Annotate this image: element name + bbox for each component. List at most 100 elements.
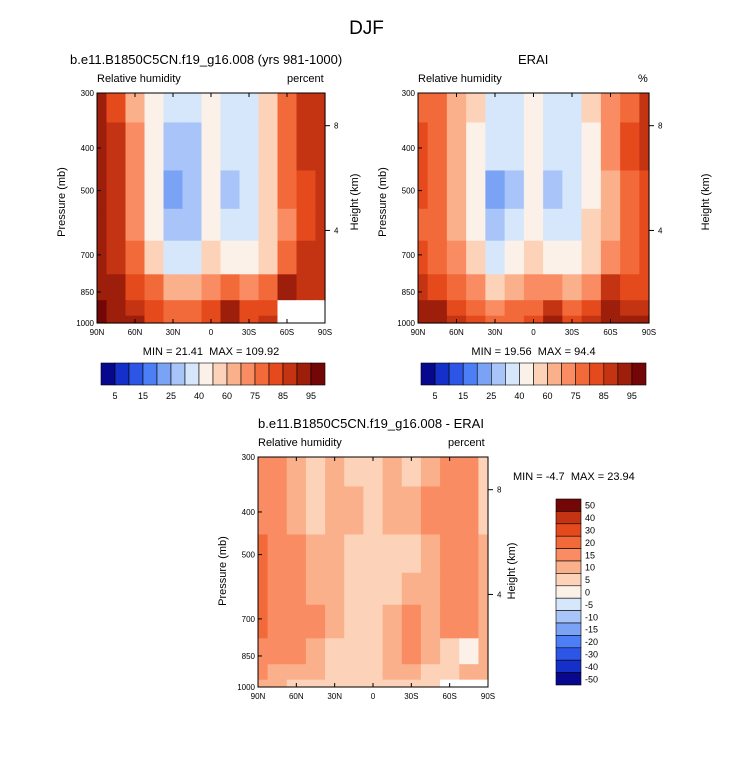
panel2-cell (427, 315, 448, 324)
panel3-ytick-label: 850 (242, 652, 256, 661)
panel1-ytick-right-label: 4 (334, 226, 339, 235)
panel3-cell (440, 486, 460, 536)
panel2-ytick-right-label: 8 (658, 122, 663, 131)
panel3-cell (363, 664, 384, 681)
panel3-colorbar-label: -10 (585, 612, 598, 622)
panel2-cell (504, 240, 525, 275)
panel1-cell (106, 300, 127, 317)
panel2-cell (600, 240, 621, 275)
panel2-cell (600, 274, 621, 301)
panel2-cell (620, 170, 640, 210)
panel1-cell (201, 240, 222, 275)
panel2-colorbar-swatch (533, 362, 548, 386)
panel3-min-label: MIN = (513, 471, 543, 483)
panel3-cell (267, 486, 288, 536)
panel2-cell (543, 170, 563, 210)
panel2-cell (581, 274, 602, 301)
panel1-cell (296, 208, 317, 242)
panel1-cell (163, 240, 184, 275)
panel2-cell (581, 122, 602, 172)
panel1-cell (97, 300, 108, 317)
panel3-colorbar-label: 40 (585, 513, 595, 523)
panel2-cell (600, 93, 621, 124)
panel1-cell (277, 240, 298, 275)
panel3-cell (459, 457, 480, 488)
panel1-cell (201, 300, 222, 317)
panel2-cell (620, 240, 640, 275)
panel2-colorbar-label: 5 (433, 391, 438, 401)
panel3-cell (258, 664, 269, 681)
panel2-cell (543, 240, 563, 275)
panel2-field (418, 93, 650, 324)
panel3-cell (401, 486, 422, 536)
panel1-cell (182, 274, 203, 301)
panel3-colorbar-swatch (555, 585, 582, 599)
panel3-ytick-right-label: 8 (497, 486, 502, 495)
panel3-cell (305, 638, 326, 665)
panel2-ytick-label: 300 (402, 89, 416, 98)
panel2-cell (427, 170, 448, 210)
panel1-colorbar-swatch (212, 362, 228, 386)
panel3-cell (459, 679, 480, 688)
panel2-cell (427, 274, 448, 301)
panel3-cell (420, 679, 441, 688)
panel2-cell (427, 240, 448, 275)
panel3-ytick-label: 500 (242, 551, 256, 560)
panel2-colorbar-swatch (434, 362, 450, 386)
panel1-ytick-right-label: 8 (334, 122, 339, 131)
panel3-cell (363, 534, 384, 574)
panel2-variable-label: Relative humidity (418, 73, 502, 85)
panel2-cell (562, 122, 583, 172)
panel3-cell (382, 572, 403, 606)
panel2-ytick-right-label: 4 (658, 226, 663, 235)
panel3-colorbar-swatch (555, 635, 582, 649)
panel1-colorbar-swatch (100, 362, 116, 386)
panel2-cell (446, 93, 467, 124)
panel3-cell (286, 457, 307, 488)
panel3-colorbar-swatch (555, 548, 582, 562)
panel1-colorbar-label: 25 (166, 391, 176, 401)
panel2-cell (562, 208, 583, 242)
panel2-ytick-label: 400 (402, 144, 416, 153)
panel2-cell (485, 208, 506, 242)
panel3-cell (325, 457, 345, 488)
panel1-cell (106, 122, 127, 172)
panel1-field (97, 93, 326, 324)
panel2-cell (504, 208, 525, 242)
panel3-cell (401, 604, 422, 639)
panel3-ytick-label: 400 (242, 508, 256, 517)
panel1-xtick-label: 30S (242, 328, 256, 337)
panel1-cell (315, 170, 326, 210)
panel1-cell (163, 170, 184, 210)
panel1-variable-label: Relative humidity (97, 73, 181, 85)
panel2-colorbar-swatch (420, 362, 436, 386)
panel3-cell (440, 664, 460, 681)
panel1-cell (258, 315, 279, 324)
panel2-colorbar-swatch (448, 362, 464, 386)
panel3-colorbar-label: -30 (585, 650, 598, 660)
panel3-cell (478, 664, 489, 681)
panel3-cell (344, 572, 365, 606)
panel2-cell (620, 208, 640, 242)
panel1-cell (97, 274, 108, 301)
panel1-colorbar-swatch (226, 362, 242, 386)
panel3-cell (286, 638, 307, 665)
panel3-cell (382, 638, 403, 665)
panel3-cell (286, 664, 307, 681)
panel3-colorbar-label: 15 (585, 550, 595, 560)
panel1-xtick-label: 30N (166, 328, 181, 337)
panel2-cell (466, 208, 486, 242)
panel1-cell (97, 208, 108, 242)
panel1-cell (163, 93, 184, 124)
panel3-cell (382, 679, 403, 688)
panel2-colorbar-swatch (561, 362, 576, 386)
panel3-colorbar-label: 5 (585, 575, 590, 585)
panel3-cell (344, 486, 365, 536)
panel3-cell (305, 534, 326, 574)
panel3-cell (325, 486, 345, 536)
panel2-colorbar-label: 15 (458, 391, 468, 401)
panel1-min-label: MIN = (142, 346, 173, 358)
panel1-cell (315, 274, 326, 301)
panel3-cell (478, 486, 489, 536)
panel2-cell (504, 315, 525, 324)
